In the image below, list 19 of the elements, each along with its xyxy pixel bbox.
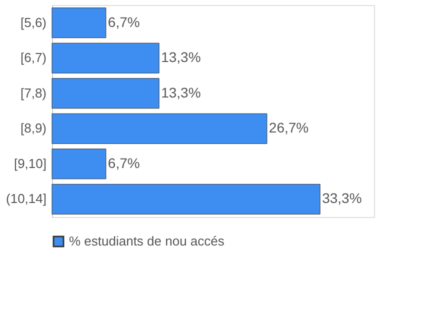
bar — [52, 148, 106, 180]
data-label: 6,7% — [108, 14, 140, 30]
data-label: 33,3% — [322, 190, 362, 206]
data-label: 6,7% — [108, 154, 140, 171]
y-tick-label: (10,14] — [6, 191, 46, 206]
y-tick-label: [8,9) — [20, 120, 46, 136]
bar — [52, 78, 160, 109]
y-tick-label: [9,10] — [14, 156, 46, 171]
bar — [52, 113, 268, 144]
bar — [52, 184, 320, 214]
y-tick-label: [6,7) — [20, 50, 46, 66]
data-label: 26,7% — [268, 120, 309, 136]
bar — [52, 42, 160, 74]
data-label: 13,3% — [161, 84, 201, 100]
y-tick-label: [5,6) — [20, 14, 46, 30]
bar — [52, 8, 106, 38]
data-label: 13,3% — [161, 49, 201, 66]
legend-label: % estudiants de nou accés — [69, 234, 225, 248]
y-tick-label: [7,8) — [20, 85, 46, 100]
